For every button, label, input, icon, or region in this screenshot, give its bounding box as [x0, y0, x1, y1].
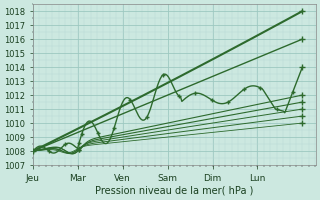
X-axis label: Pression niveau de la mer( hPa ): Pression niveau de la mer( hPa )	[95, 186, 253, 196]
